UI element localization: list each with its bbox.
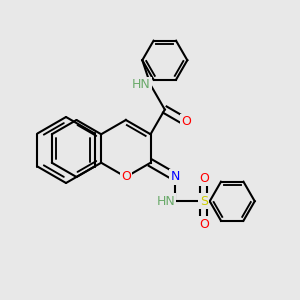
- Text: HN: HN: [132, 78, 151, 92]
- Text: O: O: [199, 172, 209, 185]
- Text: HN: HN: [157, 195, 175, 208]
- Text: O: O: [181, 115, 191, 128]
- Text: N: N: [170, 170, 180, 184]
- Text: O: O: [199, 218, 209, 230]
- Text: O: O: [121, 170, 131, 184]
- Text: S: S: [200, 195, 208, 208]
